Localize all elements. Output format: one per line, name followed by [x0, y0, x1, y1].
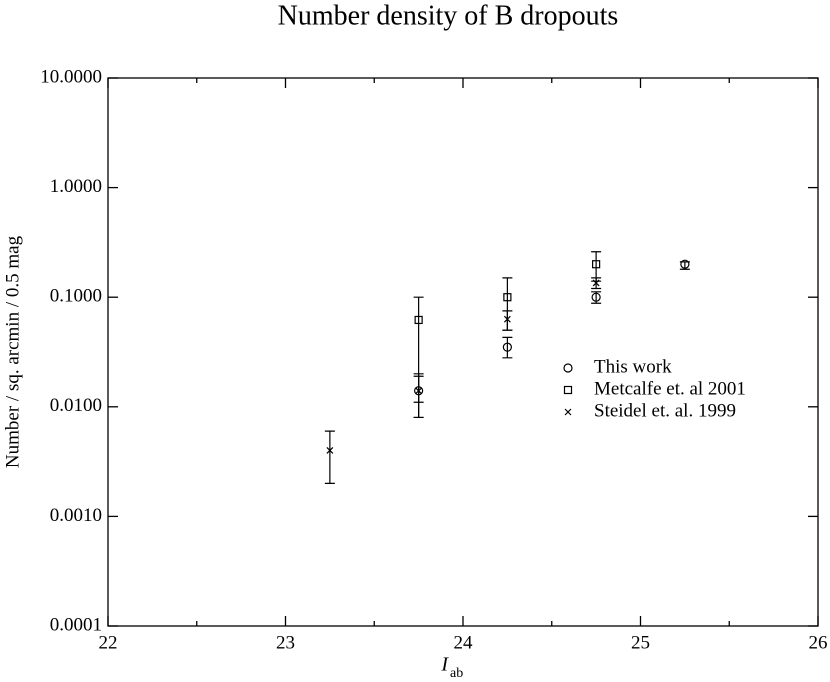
- x-tick-label: 23: [276, 632, 295, 653]
- legend-label: This work: [594, 356, 672, 377]
- y-tick-label: 1.0000: [50, 176, 102, 197]
- point: [592, 260, 601, 269]
- error-bar: [413, 373, 424, 419]
- y-tick-label: 0.0100: [50, 395, 102, 416]
- point: [680, 259, 690, 269]
- point: [592, 279, 600, 287]
- plot-frame: [107, 77, 819, 627]
- point: [414, 315, 423, 325]
- legend-label: Steidel et. al. 1999: [594, 400, 736, 421]
- error-bar: [502, 310, 513, 331]
- y-tick-label: 0.0001: [50, 614, 102, 635]
- y-tick-label: 10.0000: [40, 66, 102, 87]
- legend-marker: [563, 363, 573, 373]
- legend-marker: [564, 408, 572, 416]
- x-axis-label: I: [440, 654, 449, 676]
- legend-marker: [563, 385, 573, 395]
- x-tick-label: 25: [631, 632, 650, 653]
- error-bar: [324, 430, 335, 485]
- y-tick-label: 0.1000: [50, 286, 102, 307]
- y-tick-label: 0.0010: [50, 505, 102, 526]
- point: [591, 292, 601, 302]
- legend-label: Metcalfe et. al 2001: [594, 378, 746, 399]
- point: [326, 446, 334, 454]
- x-axis-label-sub: ab: [450, 666, 463, 681]
- x-tick-label: 24: [454, 632, 474, 653]
- point: [503, 293, 512, 302]
- point: [502, 342, 512, 352]
- chart-title: Number density of B dropouts: [278, 0, 619, 31]
- point: [415, 387, 423, 395]
- y-axis-label: Number / sq. arcmin / 0.5 mag: [2, 235, 23, 468]
- point: [503, 315, 511, 323]
- x-tick-label: 22: [99, 632, 118, 653]
- x-tick-label: 26: [809, 632, 828, 653]
- error-bar: [502, 336, 513, 359]
